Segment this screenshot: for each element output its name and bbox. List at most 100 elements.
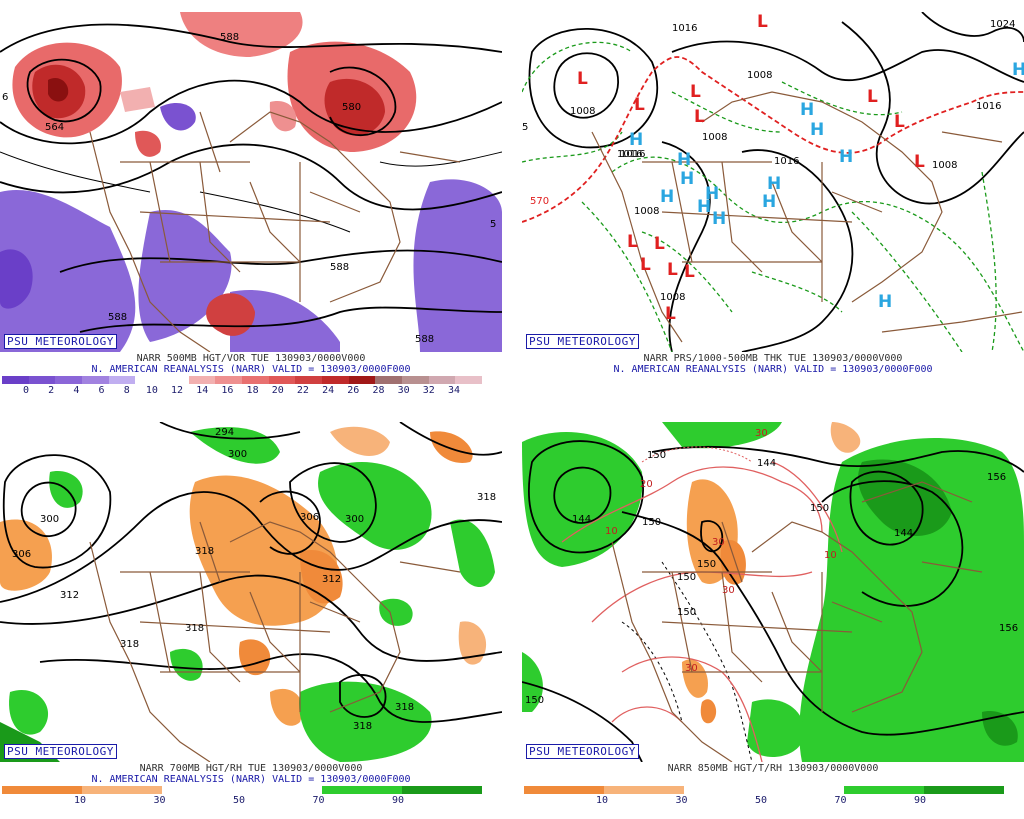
- high-center: H: [767, 174, 781, 194]
- isobar-label: 1008: [660, 292, 685, 303]
- low-center: L: [894, 112, 905, 132]
- contour-label: 588: [330, 262, 349, 273]
- contour-label: 144: [757, 458, 776, 469]
- colorbar-tick-label: 30: [153, 795, 166, 806]
- contour-label: 6: [2, 92, 8, 103]
- map-subtitle: N. AMERICAN REANALYSIS (NARR) VALID = 13…: [91, 364, 411, 375]
- colorbar-tick-label: 14: [196, 385, 209, 396]
- panel-pressure-thickness: L L L L L L L L L L L L L L H H H H H H …: [522, 12, 1024, 409]
- colorbar-swatch: [188, 376, 216, 384]
- low-center: L: [914, 152, 925, 172]
- high-center: H: [680, 169, 694, 189]
- rh-colorbar-ticks: 10 30 50 70 90: [522, 795, 1024, 809]
- colorbar-swatch: [348, 376, 376, 384]
- map-subtitle: N. AMERICAN REANALYSIS (NARR) VALID = 13…: [613, 364, 933, 375]
- contour-label: 150: [677, 572, 696, 583]
- isobar-label: 1024: [990, 19, 1015, 30]
- isobar-label: 1008: [702, 132, 727, 143]
- colorbar-swatch: [684, 786, 764, 794]
- contour-label: 312: [60, 590, 79, 601]
- high-center: H: [762, 192, 776, 212]
- temperature-label: 30: [755, 428, 768, 439]
- contour-label: 318: [185, 623, 204, 634]
- isobar-label: 1016: [774, 156, 799, 167]
- map-700mb-rh: 300 306 312 318 318 306 300 312 318 318 …: [0, 422, 502, 762]
- high-center: H: [629, 130, 643, 150]
- colorbar-swatch: [82, 786, 162, 794]
- isobar-label: 1008: [570, 106, 595, 117]
- colorbar-tick-label: 34: [447, 385, 461, 396]
- colorbar-swatch: [55, 376, 83, 384]
- colorbar-tick-label: 10: [595, 795, 609, 806]
- colorbar-swatch: [108, 376, 136, 384]
- low-center: L: [627, 232, 638, 252]
- map-title: NARR 850MB HGT/T/RH 130903/0000V000: [667, 763, 879, 774]
- low-center: L: [577, 69, 588, 89]
- contour-label: 588: [108, 312, 127, 323]
- high-center: H: [800, 100, 814, 120]
- contour-label: 312: [322, 574, 341, 585]
- colorbar-swatch: [295, 376, 323, 384]
- low-center: L: [654, 234, 665, 254]
- low-center: L: [694, 107, 705, 127]
- isobar-label: 1008: [634, 206, 659, 217]
- rh-colorbar: [524, 786, 1004, 794]
- panel-700mb-hgt-rh: 300 306 312 318 318 306 300 312 318 318 …: [0, 422, 502, 819]
- contour-label: 300: [40, 514, 59, 525]
- colorbar-swatch: [764, 786, 844, 794]
- colorbar-tick-label: 70: [312, 795, 325, 806]
- isobar-label: 5: [522, 122, 528, 133]
- high-center: H: [677, 150, 691, 170]
- contour-label: 144: [572, 514, 591, 525]
- map-500mb-vorticity: 564 588 588 588 588 580 6 5: [0, 12, 502, 352]
- colorbar-swatch: [402, 786, 482, 794]
- colorbar-swatch: [162, 786, 242, 794]
- colorbar-tick-label: 30: [397, 385, 410, 396]
- colorbar-swatch: [2, 376, 29, 384]
- contour-label: 150: [697, 559, 716, 570]
- contour-label: 156: [987, 472, 1006, 483]
- contour-label: 294: [215, 427, 234, 438]
- contour-label: 300: [228, 449, 247, 460]
- colorbar-tick-label: 50: [232, 795, 246, 806]
- colorbar-tick-label: 22: [296, 385, 309, 396]
- low-center: L: [640, 255, 651, 275]
- rh-colorbar: [2, 786, 482, 794]
- psu-credit: PSU METEOROLOGY: [4, 744, 117, 759]
- colorbar-tick-label: 70: [834, 795, 847, 806]
- colorbar-swatch: [322, 376, 349, 384]
- contour-label: 318: [120, 639, 139, 650]
- temperature-label: 10: [605, 526, 618, 537]
- low-center: L: [690, 82, 701, 102]
- map-subtitle: N. AMERICAN REANALYSIS (NARR) VALID = 13…: [91, 774, 411, 785]
- high-center: H: [878, 292, 892, 312]
- isobar-label: 1016: [620, 149, 645, 160]
- contour-label: 318: [353, 721, 372, 732]
- isobar-label: 1016: [672, 23, 697, 34]
- colorbar-tick-label: 90: [913, 795, 927, 806]
- low-center: L: [634, 95, 645, 115]
- colorbar-tick-label: 24: [322, 385, 335, 396]
- colorbar-swatch: [402, 376, 429, 384]
- contour-label: 318: [477, 492, 496, 503]
- high-center: H: [697, 197, 711, 217]
- contour-label: 5: [490, 219, 496, 230]
- colorbar-swatch: [242, 786, 322, 794]
- panel-850mb-hgt-t-rh: 144 150 150 156 156 144 144 150 150 150 …: [522, 422, 1024, 819]
- vorticity-colorbar: [2, 376, 483, 384]
- temperature-label: 30: [685, 663, 698, 674]
- map-850mb: 144 150 150 156 156 144 144 150 150 150 …: [522, 422, 1024, 762]
- colorbar-swatch: [924, 786, 1004, 794]
- colorbar-swatch: [844, 786, 924, 794]
- colorbar-tick-label: 2: [48, 385, 55, 396]
- colorbar-tick-label: 50: [754, 795, 768, 806]
- colorbar-tick-label: 16: [221, 385, 234, 396]
- high-center: H: [839, 147, 853, 167]
- colorbar-tick-label: 12: [171, 385, 184, 396]
- colorbar-swatch: [428, 376, 456, 384]
- map-pressure-thickness: L L L L L L L L L L L L L L H H H H H H …: [522, 12, 1024, 352]
- psu-credit: PSU METEOROLOGY: [526, 334, 639, 349]
- high-center: H: [810, 120, 824, 140]
- contour-label: 150: [647, 450, 666, 461]
- contour-label: 588: [220, 32, 239, 43]
